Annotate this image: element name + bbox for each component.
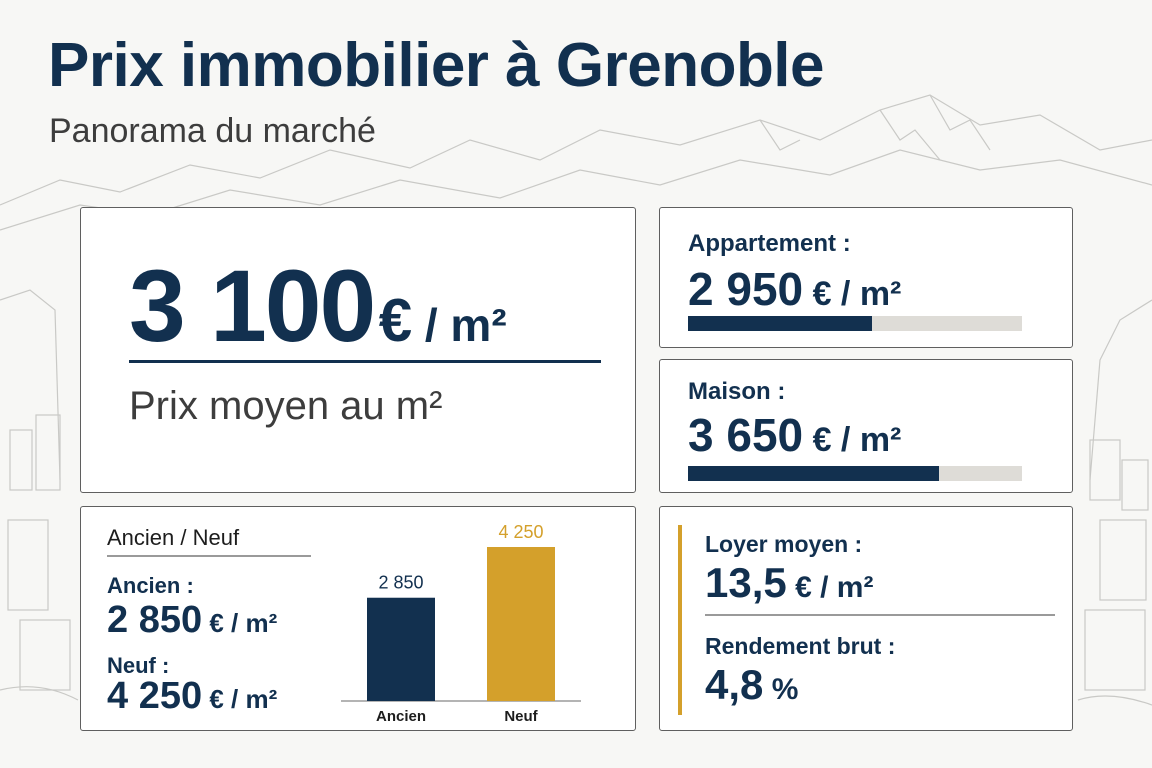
divider — [129, 360, 601, 363]
bar-value-label-ancien: 2 850 — [378, 573, 423, 593]
house-number: 3 650 — [688, 409, 804, 461]
old-unit: € / m² — [202, 608, 278, 638]
old-number: 2 850 — [107, 599, 203, 641]
page-subtitle: Panorama du marché — [49, 112, 376, 150]
bar-neuf — [487, 547, 555, 701]
divider — [107, 555, 311, 557]
house-label: Maison : — [688, 378, 786, 405]
average-price-number: 3 100 — [129, 249, 376, 363]
accent-line — [678, 525, 682, 715]
average-price-per-m2: / m² — [412, 299, 507, 351]
divider — [705, 614, 1055, 616]
new-unit: € / m² — [202, 684, 278, 714]
old-new-bar-chart: 2 850 Ancien 4 250 Neuf — [341, 522, 581, 725]
new-number: 4 250 — [107, 675, 203, 717]
rent-card: Loyer moyen : 13,5 € / m² Rendement brut… — [659, 506, 1073, 731]
apartment-unit: € / m² — [803, 275, 902, 313]
apartment-value: 2 950 € / m² — [688, 262, 901, 316]
old-label: Ancien : — [107, 573, 194, 598]
apartment-bar-fill — [688, 316, 872, 331]
rent-label: Loyer moyen : — [705, 531, 863, 557]
old-new-card: Ancien / Neuf Ancien : 2 850 € / m² Neuf… — [80, 506, 636, 731]
old-new-heading: Ancien / Neuf — [107, 525, 240, 550]
rent-unit: € / m² — [786, 571, 874, 604]
bar-ancien — [367, 597, 435, 701]
average-price-caption: Prix moyen au m² — [129, 384, 443, 428]
category-label-ancien: Ancien — [376, 708, 426, 725]
page-title: Prix immobilier à Grenoble — [48, 31, 825, 100]
apartment-price-card: Appartement : 2 950 € / m² — [659, 207, 1073, 348]
house-value: 3 650 € / m² — [688, 408, 901, 462]
old-value: 2 850 € / m² — [107, 599, 277, 642]
yield-unit: % — [763, 673, 799, 706]
yield-number: 4,8 — [705, 661, 764, 708]
yield-value: 4,8 % — [705, 661, 798, 709]
rent-value: 13,5 € / m² — [705, 559, 873, 607]
average-price-euro: € — [378, 287, 413, 354]
apartment-bar-track — [688, 316, 1022, 331]
new-value: 4 250 € / m² — [107, 675, 277, 718]
rent-number: 13,5 — [705, 559, 787, 606]
apartment-number: 2 950 — [688, 263, 804, 315]
category-label-neuf: Neuf — [504, 708, 538, 725]
house-price-card: Maison : 3 650 € / m² — [659, 359, 1073, 493]
average-price-value: 3 100 € / m² — [129, 248, 507, 365]
apartment-label: Appartement : — [688, 230, 851, 257]
house-bar-fill — [688, 466, 939, 481]
yield-label: Rendement brut : — [705, 633, 896, 659]
new-label: Neuf : — [107, 653, 170, 678]
bar-value-label-neuf: 4 250 — [498, 522, 543, 542]
house-bar-track — [688, 466, 1022, 481]
house-unit: € / m² — [803, 421, 902, 459]
average-price-card: 3 100 € / m² Prix moyen au m² — [80, 207, 636, 493]
